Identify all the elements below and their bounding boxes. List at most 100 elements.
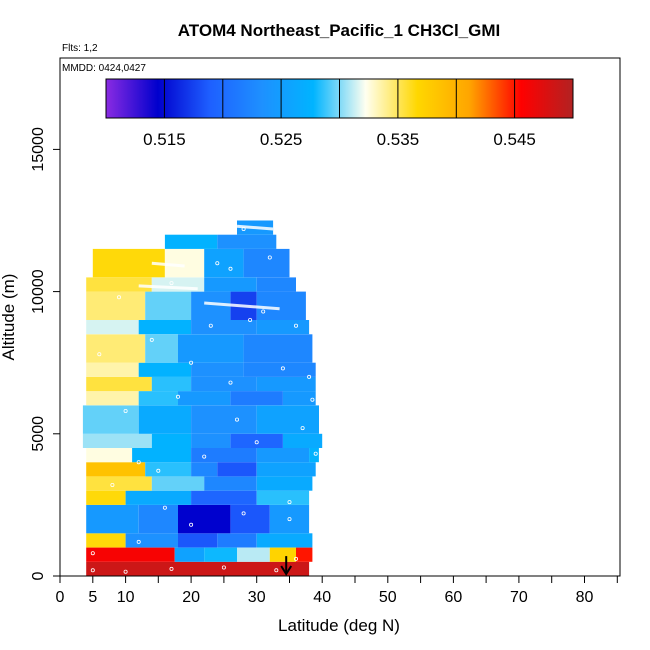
x-tick-label: 30 bbox=[248, 589, 266, 606]
heatmap-cell bbox=[145, 462, 192, 477]
x-tick-label: 20 bbox=[182, 589, 200, 606]
observation-point bbox=[274, 568, 279, 573]
heatmap-cell bbox=[191, 462, 218, 477]
plot-area-frame bbox=[59, 57, 621, 577]
heatmap-cell bbox=[86, 277, 152, 292]
heatmap-cell bbox=[138, 391, 178, 406]
heatmap-cell bbox=[138, 320, 192, 335]
heatmap-cell bbox=[125, 533, 178, 548]
heatmap-cell bbox=[230, 391, 283, 406]
arrow-marker-icon bbox=[280, 556, 293, 576]
y-tick-label: 15000 bbox=[30, 127, 47, 172]
heatmap-cell bbox=[243, 248, 290, 278]
x-tick-label: 0 bbox=[56, 589, 65, 606]
heatmap-cell bbox=[217, 234, 277, 249]
heatmap-cell bbox=[191, 376, 257, 392]
dates-label: MMDD: 0424,0427 bbox=[62, 63, 146, 74]
observation-point bbox=[90, 551, 95, 556]
observation-point bbox=[208, 323, 213, 328]
observation-point bbox=[136, 460, 141, 465]
observation-point bbox=[267, 255, 272, 260]
heatmap-cell bbox=[82, 405, 139, 434]
observation-point bbox=[313, 451, 318, 456]
heatmap-cell bbox=[256, 405, 319, 434]
heatmap-cell bbox=[237, 547, 270, 562]
flight-trace bbox=[236, 224, 274, 231]
heatmap-cell bbox=[230, 504, 270, 534]
heatmap-cell bbox=[151, 376, 192, 392]
heatmap-cell bbox=[151, 433, 192, 448]
heatmap-cell bbox=[138, 362, 192, 377]
x-tick-label: 60 bbox=[445, 589, 463, 606]
x-axis-label: Latitude (deg N) bbox=[278, 616, 400, 635]
observation-point bbox=[241, 226, 246, 231]
heatmap-cell bbox=[86, 533, 126, 548]
heatmap-cell bbox=[256, 462, 316, 477]
observation-point bbox=[248, 317, 253, 322]
heatmap-cell bbox=[86, 490, 126, 505]
heatmap-cell bbox=[217, 462, 257, 477]
heatmap-cell bbox=[86, 291, 146, 320]
heatmap-cell bbox=[204, 476, 257, 491]
heatmap-cell bbox=[256, 320, 310, 335]
heatmap-cell bbox=[191, 433, 231, 448]
colorbar-tick-label: 0.545 bbox=[493, 130, 536, 149]
observation-point bbox=[300, 426, 305, 431]
heatmap-cell bbox=[138, 405, 192, 434]
heatmap-cell bbox=[132, 448, 192, 463]
trace-layer bbox=[138, 224, 280, 311]
observation-point bbox=[110, 482, 115, 487]
observation-point bbox=[123, 408, 128, 413]
heatmap-cell bbox=[204, 248, 244, 278]
y-tick-label: 10000 bbox=[30, 269, 47, 314]
heatmap-cell bbox=[178, 533, 218, 548]
heatmap-cell bbox=[191, 490, 257, 505]
flight-trace bbox=[138, 284, 198, 291]
heatmap-cell bbox=[309, 448, 319, 463]
heatmap-cell bbox=[164, 248, 205, 278]
observation-point bbox=[221, 565, 226, 570]
colorbar-tick-label: 0.535 bbox=[377, 130, 420, 149]
heatmap-cell bbox=[256, 376, 316, 392]
observation-point bbox=[202, 454, 207, 459]
colorbar: 0.515 0.525 0.535 0.545 bbox=[105, 78, 574, 149]
colorbar-tick-label: 0.515 bbox=[143, 130, 186, 149]
heatmap-cell bbox=[191, 362, 244, 377]
x-axis: 0 5 10 20 30 40 50 60 70 80 bbox=[56, 576, 618, 606]
heatmap-cell bbox=[86, 391, 139, 406]
observation-point bbox=[293, 556, 298, 561]
heatmap-cell bbox=[256, 448, 310, 463]
heatmap-cell bbox=[86, 448, 133, 463]
observation-point bbox=[136, 539, 141, 544]
heatmap-cell bbox=[256, 291, 306, 320]
heatmap-cell bbox=[256, 533, 313, 548]
heatmap-cell bbox=[204, 277, 257, 292]
heatmap-cell bbox=[86, 476, 152, 491]
heatmap-cell bbox=[178, 391, 231, 406]
observation-point bbox=[261, 309, 266, 314]
y-axis-label: Altitude (m) bbox=[0, 274, 18, 361]
chart-title: ATOM4 Northeast_Pacific_1 CH3Cl_GMI bbox=[178, 21, 500, 40]
heatmap-cell bbox=[256, 277, 296, 292]
heatmap-cell bbox=[178, 504, 231, 534]
y-tick-label: 0 bbox=[30, 571, 47, 580]
y-axis: 0 5000 10000 15000 bbox=[30, 127, 60, 580]
observation-point bbox=[162, 505, 167, 510]
observation-point bbox=[90, 568, 95, 573]
heatmap-cell bbox=[145, 291, 192, 320]
observation-point bbox=[228, 380, 233, 385]
observation-point bbox=[241, 511, 246, 516]
arrow-head bbox=[280, 565, 293, 576]
observation-point bbox=[169, 566, 174, 571]
heatmap-cell bbox=[86, 504, 139, 534]
x-tick-label: 50 bbox=[379, 589, 397, 606]
observation-point bbox=[123, 569, 128, 574]
flight-trace bbox=[204, 301, 280, 311]
heatmap-cell bbox=[191, 448, 257, 463]
heatmap-cell bbox=[82, 433, 152, 448]
heatmap-cell bbox=[151, 476, 205, 491]
heatmap-cell bbox=[191, 405, 257, 434]
heatmap-cell bbox=[86, 334, 146, 363]
x-tick-label: 40 bbox=[313, 589, 331, 606]
